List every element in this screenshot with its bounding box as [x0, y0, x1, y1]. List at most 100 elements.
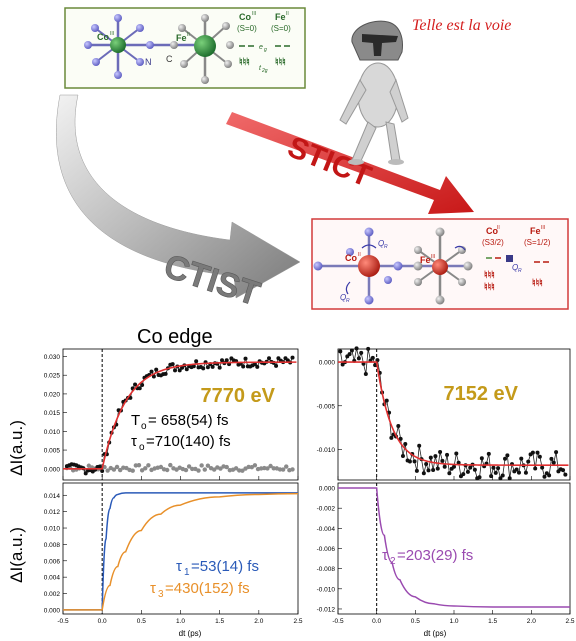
tr-data-point	[389, 435, 394, 440]
tr-data-point	[542, 474, 547, 479]
tr-data-point	[454, 451, 459, 456]
tr-data-point	[468, 465, 473, 470]
br-ytick-label: -0.004	[317, 526, 336, 533]
tl-data-point	[224, 358, 229, 363]
ls-n-label: N	[145, 57, 152, 67]
tau2-label: τ	[382, 547, 388, 564]
tl-baseline-point	[280, 467, 286, 472]
tr-data-point	[523, 470, 528, 475]
tr-data-point	[561, 468, 566, 473]
panel-7152ev: 0.000 -0.005 -0.010	[317, 346, 571, 481]
tl-baseline-point	[277, 467, 283, 472]
bl-ytick-label: 0.014	[44, 493, 61, 500]
hs-co-ox: II	[358, 252, 361, 258]
tr-data-point	[407, 459, 412, 464]
tr-data-point	[400, 453, 405, 458]
tr-data-point	[540, 465, 545, 470]
ls-fe-ox: II	[187, 32, 190, 38]
tl-data-point	[137, 386, 142, 391]
bl-xtick-label: 2.0	[254, 618, 263, 625]
bl-ytick-label: 0.012	[44, 509, 61, 516]
ylabel-bottom: ΔI(a.u.)	[7, 527, 26, 583]
tr-data-point	[514, 467, 519, 472]
tr-data-point	[465, 469, 470, 474]
tl-baseline-point	[268, 463, 273, 469]
ls-col1-title: Co	[239, 12, 251, 22]
ls-col2-ox: II	[286, 11, 289, 17]
tr-data-point	[370, 355, 375, 360]
tl-baseline-point	[130, 468, 135, 473]
tl-baseline-point	[183, 467, 189, 473]
tr-data-point	[373, 363, 378, 368]
tr-data-point	[417, 443, 422, 448]
svg-text:♮♮♮: ♮♮♮	[532, 278, 543, 289]
tr-data-point	[356, 356, 361, 361]
tl-baseline-point	[136, 463, 142, 468]
br-ytick-label: 0.000	[319, 486, 336, 493]
tr-data-point	[503, 456, 508, 461]
tl-data-point	[177, 368, 182, 373]
hs-col1-title: Co	[486, 226, 498, 236]
hs-q-sub-2: R	[384, 244, 388, 250]
tl-data-point	[100, 469, 105, 474]
ls-col1-spin: (S=0)	[237, 24, 257, 33]
br-xtick-label: 2.0	[527, 618, 536, 625]
tl-data-point	[217, 365, 222, 370]
tl-baseline-point	[202, 467, 207, 472]
tr-data-point	[447, 471, 452, 476]
tr-data-point	[424, 462, 429, 467]
tr-data-point	[412, 459, 417, 464]
tl-baseline-point	[117, 467, 123, 473]
tr-data-point	[519, 456, 524, 461]
tl-data-point	[151, 374, 156, 379]
tr-data-point	[526, 459, 531, 464]
tr-data-point	[530, 450, 535, 455]
tr-data-point	[442, 464, 447, 469]
hs-q-label-3: Q	[512, 263, 518, 272]
svg-text:♮♮♮: ♮♮♮	[484, 270, 495, 281]
tl-baseline-point	[199, 463, 204, 468]
br-xtick-label: 2.5	[565, 618, 574, 625]
tl-data-point	[97, 464, 102, 469]
bl-xtick-label: 2.5	[293, 618, 302, 625]
tr-ytick-label: 0.000	[319, 360, 336, 367]
tl-data-point	[267, 356, 272, 361]
tr-data-point	[398, 436, 403, 441]
t0-label: T	[131, 412, 140, 429]
panel-fe-decay: 0.000 -0.002 -0.004 -0.006 -0.008 -0.010 -0.01…	[317, 482, 575, 625]
tl-data-point	[290, 355, 295, 360]
hs-col1-ox: II	[497, 225, 500, 231]
motto-text: Telle est la voie	[412, 17, 511, 34]
hs-col1-spin: (S3/2)	[482, 238, 504, 247]
tl-baseline-point	[114, 464, 120, 470]
br-ytick-label: -0.012	[317, 606, 336, 613]
tr-data-point	[338, 349, 343, 354]
tr-data-point	[359, 350, 364, 355]
tl-baseline-point	[246, 464, 251, 470]
tl-data-point	[154, 367, 159, 372]
tl-baseline-point	[105, 468, 110, 473]
panel-co-rise: 0.000 0.002 0.004 0.006 0.008 0.010 0.012 0.014…	[44, 482, 303, 625]
svg-text:♮♮♮: ♮♮♮	[484, 282, 495, 293]
tl-baseline-point	[290, 467, 295, 472]
svg-text:♮♮♮: ♮♮♮	[239, 57, 250, 68]
tl-baseline-point	[265, 466, 270, 471]
tr-data-point	[349, 348, 354, 353]
bl-series-2-line	[63, 492, 299, 611]
tl-data-point	[205, 365, 210, 370]
tau3-sub: 3	[158, 589, 164, 600]
tr-data-point	[500, 473, 505, 478]
tr-data-point	[403, 442, 408, 447]
tr-data-point	[354, 346, 359, 351]
tl-data-point	[243, 356, 248, 361]
tr-data-point	[438, 450, 443, 455]
tr-data-point	[551, 460, 556, 465]
tl-baseline-point	[143, 466, 148, 471]
tr-data-point	[426, 468, 431, 473]
hs-fe-label: Fe	[420, 255, 431, 265]
br-ytick-label: -0.008	[317, 566, 336, 573]
br-ytick-label: -0.002	[317, 506, 336, 513]
tau2-sub: 2	[390, 556, 396, 567]
br-xtick-label: 0.5	[411, 618, 420, 625]
